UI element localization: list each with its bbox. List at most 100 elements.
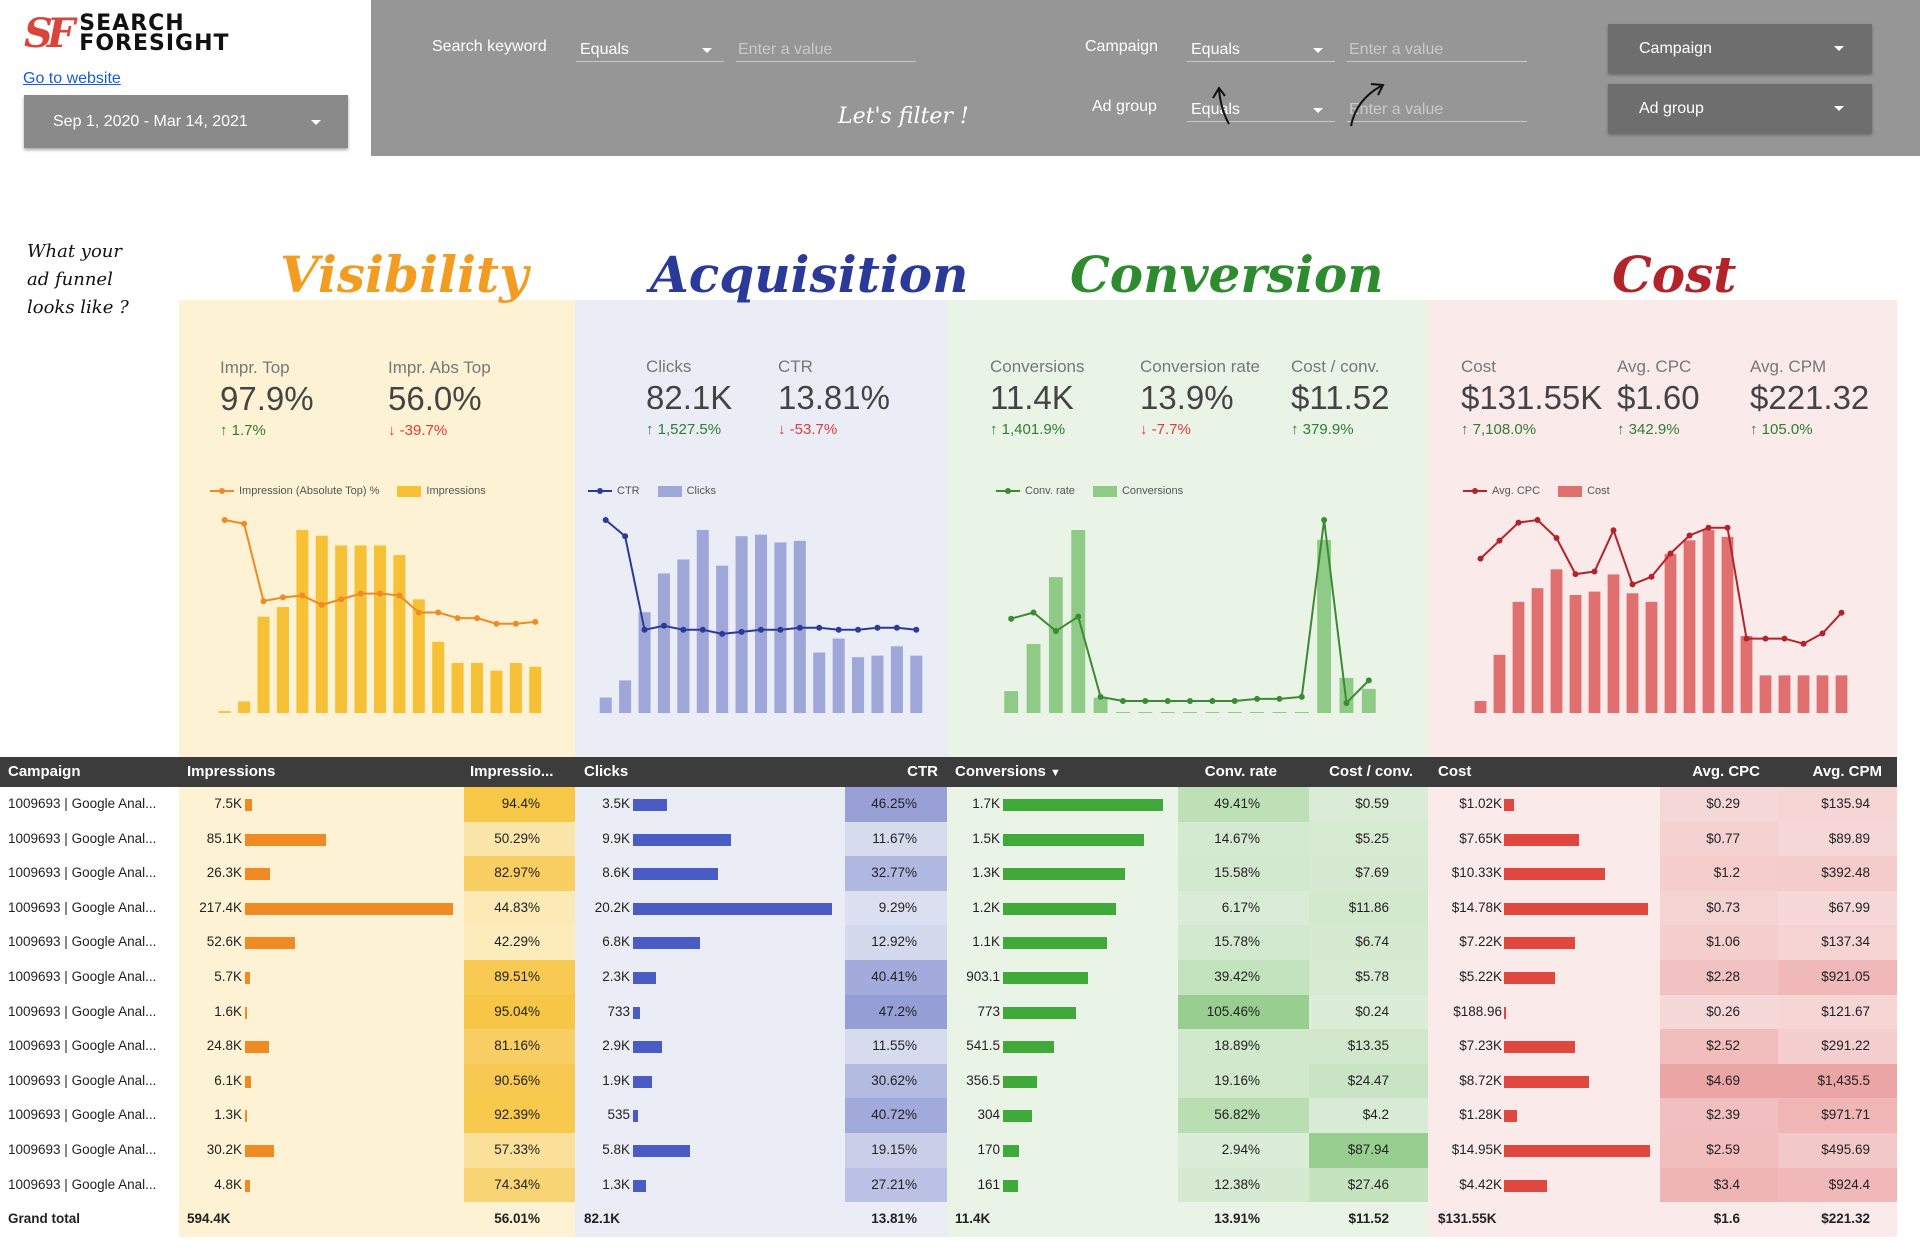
- chart-bar: [238, 701, 251, 713]
- table-row[interactable]: 1009693 | Google Anal... 85.1K 50.29% 9.9K 1…: [0, 821, 1897, 857]
- table-row[interactable]: 1009693 | Google Anal... 1.6K 95.04% 733 47.…: [0, 994, 1897, 1030]
- conversion-title: Conversion: [1070, 245, 1384, 304]
- chart-point: [1838, 609, 1845, 616]
- operator-value: Equals: [1191, 41, 1240, 58]
- table-row[interactable]: 1009693 | Google Anal... 52.6K 42.29% 6.8K 1…: [0, 925, 1897, 960]
- ctr-value: 9.29%: [878, 899, 917, 915]
- search-keyword-input[interactable]: Enter a value: [736, 32, 916, 62]
- table-row[interactable]: 1009693 | Google Anal... 6.1K 90.56% 1.9K 30…: [0, 1063, 1897, 1099]
- table-row[interactable]: 1009693 | Google Anal... 7.5K 94.4% 3.5K 46.…: [0, 787, 1897, 822]
- heat-cell: [1178, 1167, 1309, 1203]
- acquisition-chart: [599, 517, 923, 713]
- chart-bar: [218, 711, 231, 713]
- search-keyword-operator[interactable]: Equals: [576, 32, 724, 62]
- kpi-change: ↓ -39.7%: [388, 422, 448, 439]
- campaign-name: 1009693 | Google Anal...: [8, 1038, 157, 1054]
- ad-group-dropdown[interactable]: Ad group: [1608, 84, 1872, 133]
- table-row[interactable]: 1009693 | Google Anal... 4.8K 74.34% 1.3K 27…: [0, 1167, 1897, 1203]
- cost-bar: [1504, 1145, 1650, 1157]
- clicks-value: 3.5K: [602, 796, 630, 811]
- cost-per-conv-value: $5.78: [1355, 969, 1389, 984]
- kpi-impr-abs-top: Impr. Abs Top 56.0% ↓ -39.7%: [388, 358, 491, 439]
- cost-bar: [1504, 868, 1605, 881]
- chart-bar: [871, 655, 884, 713]
- campaign-name: 1009693 | Google Anal...: [8, 1107, 157, 1123]
- chart-point: [279, 594, 286, 601]
- cost-bar: [1504, 799, 1514, 811]
- campaign-name: 1009693 | Google Anal...: [8, 969, 157, 984]
- clicks-value: 535: [607, 1107, 630, 1123]
- campaign-dropdown[interactable]: Campaign: [1608, 24, 1872, 73]
- chart-bar: [1702, 530, 1715, 713]
- table-row[interactable]: 1009693 | Google Anal... 26.3K 82.97% 8.6K 3…: [0, 856, 1897, 891]
- ad-group-operator[interactable]: Equals: [1187, 92, 1335, 122]
- col-cost[interactable]: Cost: [1438, 763, 1472, 780]
- kpi-label: Avg. CPM: [1750, 357, 1827, 376]
- col-conversions[interactable]: Conversions ▼: [955, 757, 1075, 787]
- heat-cell: [1660, 960, 1778, 995]
- table-row[interactable]: 1009693 | Google Anal... 1.3K 92.39% 535 40.…: [0, 1098, 1897, 1133]
- cost-per-conv-value: $13.35: [1347, 1038, 1389, 1054]
- table-header: Campaign Impressions Impressio... Clicks…: [0, 757, 1897, 787]
- kpi-value: 13.9%: [1140, 379, 1234, 416]
- chart-point: [1629, 581, 1636, 588]
- chart-bar: [1227, 712, 1242, 713]
- table-row[interactable]: 1009693 | Google Anal... 217.4K 44.83% 20.2…: [0, 890, 1897, 926]
- col-impressions[interactable]: Impressions: [187, 763, 276, 780]
- cost-bar: [1504, 902, 1649, 915]
- chart-bar: [1835, 675, 1848, 713]
- go-to-website-link[interactable]: Go to website: [23, 70, 121, 87]
- heat-cell: [1778, 1029, 1897, 1064]
- total-avg-cpm: $221.32: [1821, 1211, 1870, 1227]
- campaign-name: 1009693 | Google Anal...: [8, 1176, 157, 1192]
- col-campaign[interactable]: Campaign: [8, 763, 81, 780]
- campaign-name: 1009693 | Google Anal...: [8, 865, 157, 881]
- campaign-operator[interactable]: Equals: [1187, 32, 1335, 62]
- conv-rate-value: 56.82%: [1214, 1107, 1260, 1123]
- row-background: [947, 1167, 1428, 1203]
- col-avg-cpc[interactable]: Avg. CPC: [1692, 763, 1760, 780]
- heat-cell: [464, 821, 575, 857]
- conversions-value: 170: [977, 1142, 1000, 1157]
- logo-line2: FORESIGHT: [79, 31, 230, 56]
- date-range-picker[interactable]: Sep 1, 2020 - Mar 14, 2021: [24, 95, 348, 148]
- clicks-value: 2.9K: [602, 1038, 630, 1054]
- conversions-value: 1.7K: [972, 796, 1000, 811]
- chart-point: [1209, 697, 1216, 704]
- chart-point: [1187, 697, 1193, 704]
- col-clicks[interactable]: Clicks: [584, 763, 629, 780]
- total-cost: $131.55K: [1438, 1211, 1497, 1227]
- chevron-down-icon: [1313, 108, 1323, 113]
- chart-point: [641, 626, 648, 633]
- impressions-value: 7.5K: [214, 796, 242, 811]
- avg-cpm-value: $495.69: [1821, 1142, 1870, 1157]
- col-cost-per-conv[interactable]: Cost / conv.: [1329, 763, 1413, 780]
- campaign-value-input[interactable]: Enter a value: [1347, 32, 1527, 62]
- chart-bar: [509, 662, 522, 713]
- impression-pct-value: 44.83%: [494, 899, 540, 915]
- chart-point: [835, 626, 842, 633]
- ad-group-value-input[interactable]: Enter a value: [1347, 92, 1527, 122]
- cost-bar: [1504, 1006, 1506, 1019]
- campaign-name: 1009693 | Google Anal...: [8, 899, 157, 915]
- chart-bar: [1569, 594, 1582, 713]
- col-impression-pct[interactable]: Impressio...: [470, 763, 554, 780]
- table-row[interactable]: 1009693 | Google Anal... 30.2K 57.33% 5.8K 1…: [0, 1133, 1897, 1168]
- kpi-value: $131.55K: [1461, 379, 1603, 416]
- campaign-name: 1009693 | Google Anal...: [8, 830, 157, 846]
- heat-cell: [845, 1133, 947, 1168]
- chart-bar: [432, 641, 445, 713]
- chart-bar: [296, 530, 309, 713]
- col-avg-cpm[interactable]: Avg. CPM: [1812, 763, 1882, 780]
- table-row[interactable]: 1009693 | Google Anal... 5.7K 89.51% 2.3K 40…: [0, 960, 1897, 995]
- chart-bar: [1759, 675, 1772, 713]
- col-ctr[interactable]: CTR: [907, 763, 938, 780]
- col-conv-rate[interactable]: Conv. rate: [1204, 763, 1277, 780]
- chart-bar: [1138, 712, 1153, 713]
- table-row[interactable]: 1009693 | Google Anal... 24.8K 81.16% 2.9K 1…: [0, 1029, 1897, 1064]
- clicks-bar: [633, 868, 718, 881]
- chart-point: [1667, 550, 1674, 557]
- heat-cell: [845, 925, 947, 960]
- legend-entry: Impression (Absolute Top) %: [239, 485, 380, 497]
- heat-cell: [1660, 890, 1778, 926]
